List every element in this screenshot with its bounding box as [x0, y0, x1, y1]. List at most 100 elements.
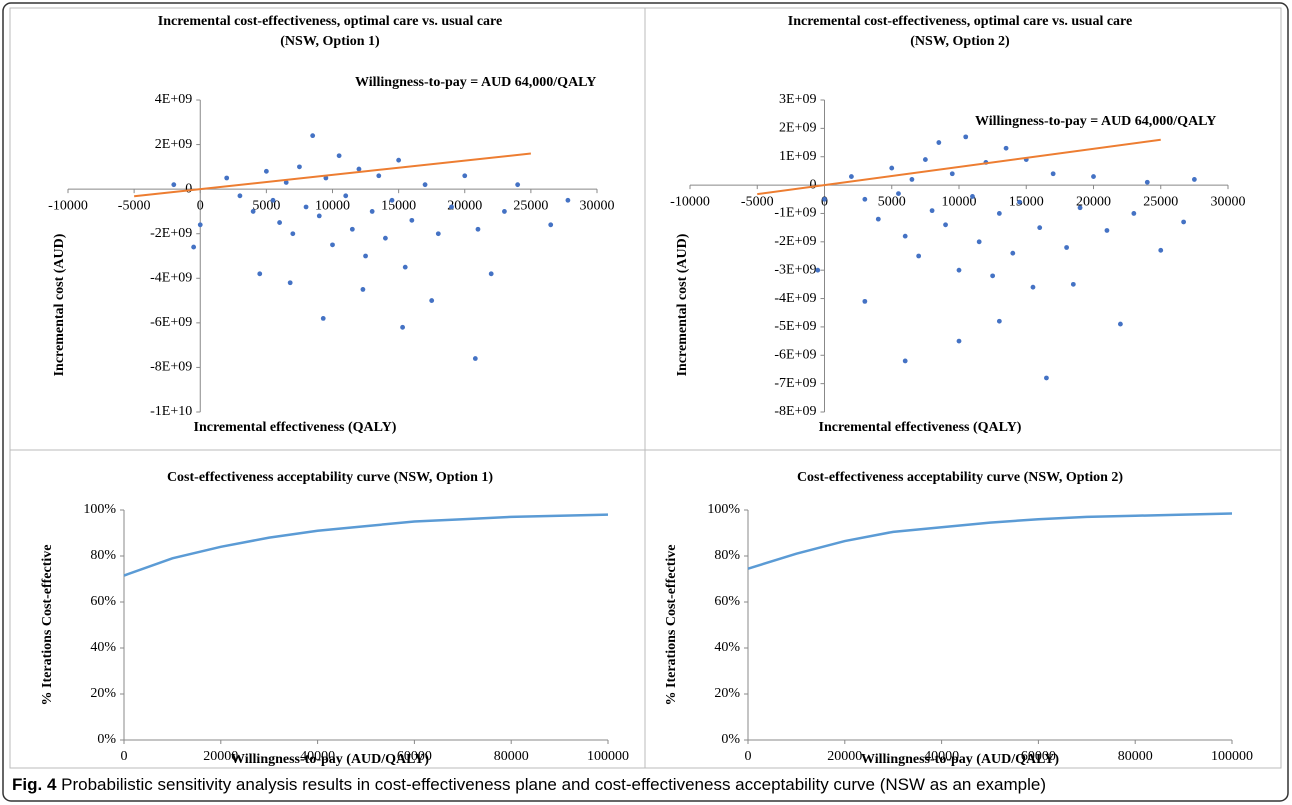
scatter-point — [290, 231, 296, 237]
scatter-point — [1181, 219, 1187, 225]
scatter-point — [303, 204, 309, 210]
x-tick-label: 80000 — [1118, 749, 1153, 764]
scatter-point — [1191, 177, 1197, 182]
x-axis-label: Incremental effectiveness (QALY) — [819, 420, 1022, 435]
scatter-point — [396, 157, 402, 163]
scatter-point — [224, 175, 230, 181]
y-tick-label: -5E+09 — [774, 319, 816, 334]
y-tick-label: -8E+09 — [774, 404, 816, 419]
x-tick-label: 0 — [121, 749, 128, 764]
y-tick-label: -2E+09 — [150, 226, 192, 241]
scatter-point — [429, 298, 435, 303]
y-tick-label: -1E+10 — [150, 404, 192, 419]
scatter-point — [488, 271, 494, 277]
caption-label: Fig. 4 — [12, 775, 57, 794]
x-tick-label: 25000 — [513, 198, 548, 213]
scatter-point — [916, 253, 922, 259]
scatter-point — [422, 182, 428, 188]
scatter-point — [1003, 145, 1009, 151]
scatter-point — [815, 267, 821, 273]
scatter-point — [287, 280, 293, 286]
panel-border — [644, 449, 1282, 769]
x-tick-label: 80000 — [494, 749, 529, 764]
scatter-point — [1064, 245, 1069, 250]
scatter-point — [171, 182, 177, 188]
y-tick-label: -1E+09 — [774, 206, 816, 221]
x-tick-label: -10000 — [670, 194, 710, 209]
scatter-point — [1037, 225, 1043, 231]
x-tick-label: 0 — [197, 198, 204, 213]
scatter-point — [970, 194, 975, 199]
scatter-point — [330, 242, 335, 248]
x-axis-label: Willingness-to-pay (AUD/QALY) — [861, 752, 1059, 767]
y-tick-label: 0% — [97, 732, 116, 747]
scatter-point — [435, 231, 441, 237]
wtp-line — [134, 152, 531, 198]
chart-title: Incremental cost-effectiveness, optimal … — [788, 14, 1132, 29]
scatter-point — [548, 222, 554, 228]
x-axis-label: Incremental effectiveness (QALY) — [194, 420, 397, 435]
x-tick-label: 40000 — [924, 749, 959, 764]
scatter-point — [369, 209, 375, 214]
y-tick-label: 40% — [90, 640, 116, 655]
y-axis-label: Incremental cost (AUD) — [675, 233, 690, 376]
x-tick-label: 5000 — [878, 194, 906, 209]
scatter-point — [1077, 205, 1083, 211]
x-tick-label: 0 — [745, 749, 752, 764]
x-tick-label: 15000 — [1009, 194, 1044, 209]
scatter-point — [976, 239, 982, 245]
y-tick-label: 2E+09 — [155, 137, 192, 152]
scatter-point — [320, 316, 326, 321]
annotation: Willingness-to-pay = AUD 64,000/QALY — [355, 75, 596, 90]
x-tick-label: 20000 — [827, 749, 862, 764]
x-tick-label: 100000 — [587, 749, 629, 764]
scatter-point — [323, 175, 329, 181]
scatter-point — [257, 271, 263, 277]
scatter-point — [383, 235, 388, 241]
scatter-point — [862, 298, 868, 304]
x-tick-label: -5000 — [118, 198, 151, 213]
scatter-point — [902, 358, 908, 364]
scatter-point — [191, 244, 197, 250]
scatter-point — [472, 356, 478, 361]
scatter-point — [1050, 171, 1056, 177]
scatter-point — [462, 173, 468, 179]
scatter-point — [363, 253, 368, 259]
scatter-point — [270, 197, 276, 203]
panel-border — [644, 7, 1282, 451]
scatter-point — [502, 209, 507, 214]
scatter-point — [515, 182, 521, 188]
scatter-point — [376, 173, 382, 179]
scatter-point — [943, 222, 948, 228]
scatter-point — [475, 226, 481, 232]
scatter-point — [1044, 375, 1049, 381]
x-tick-label: 25000 — [1143, 194, 1178, 209]
scatter-point — [822, 196, 827, 202]
scatter-point — [449, 204, 454, 210]
scatter-point — [1091, 174, 1096, 179]
scatter-point — [896, 191, 901, 197]
scatter-point — [400, 324, 405, 330]
scatter-point — [316, 213, 322, 219]
y-tick-label: 3E+09 — [779, 92, 816, 107]
x-tick-label: 0 — [821, 194, 828, 209]
scatter-point — [343, 193, 349, 199]
y-tick-label: 0% — [721, 732, 740, 747]
x-tick-label: 30000 — [580, 198, 615, 213]
scatter-point — [963, 134, 969, 140]
curve — [747, 512, 1233, 570]
scatter-point — [283, 180, 289, 185]
scatter-point — [1158, 247, 1164, 253]
y-tick-label: -8E+09 — [150, 360, 192, 375]
scatter-point — [389, 197, 395, 203]
x-axis-label: Willingness-to-pay (AUD/QALY) — [231, 752, 429, 767]
scatter-point — [875, 216, 881, 222]
y-tick-label: -6E+09 — [150, 315, 192, 330]
y-tick-label: 20% — [714, 686, 740, 701]
y-tick-label: -2E+09 — [774, 234, 816, 249]
x-tick-label: 10000 — [942, 194, 977, 209]
y-tick-label: 100% — [707, 502, 740, 517]
chart-subtitle: (NSW, Option 1) — [280, 34, 380, 49]
